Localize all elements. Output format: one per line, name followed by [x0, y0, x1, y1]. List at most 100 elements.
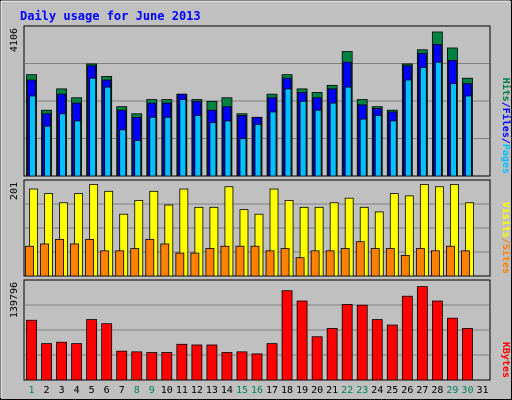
- x-tick-label-day-13: 13: [206, 385, 218, 396]
- kbytes-bar-kbytes-day-1: [26, 319, 37, 381]
- x-tick-label-day-31: 31: [476, 385, 488, 396]
- hits-files-pages-bar-pages-day-4: [74, 120, 82, 177]
- x-tick-label-day-25: 25: [386, 385, 398, 396]
- x-tick-label-day-11: 11: [176, 385, 188, 396]
- x-tick-label-day-21: 21: [326, 385, 338, 396]
- visits-sites-bar-sites-day-1: [25, 245, 34, 277]
- kbytes-bar-kbytes-day-11: [176, 343, 188, 381]
- hits-files-pages-bar-pages-day-23: [359, 118, 367, 177]
- hits-files-pages-bar-pages-day-10: [164, 116, 172, 177]
- visits-sites-bar-sites-day-6: [100, 250, 110, 277]
- visits-sites-bar-sites-day-30: [461, 250, 470, 277]
- visits-sites-bar-sites-day-14: [220, 245, 230, 277]
- x-tick-label-day-18: 18: [281, 385, 293, 396]
- kbytes-legend: KBytes: [500, 342, 511, 378]
- kbytes-bar-kbytes-day-12: [191, 344, 203, 381]
- x-tick-label-day-23: 23: [356, 385, 368, 396]
- hits-files-pages-bar-pages-day-15: [239, 138, 247, 177]
- x-tick-label-day-2: 2: [44, 385, 50, 396]
- x-tick-label-day-9: 9: [149, 385, 155, 396]
- hits-files-pages-bar-pages-day-1: [29, 95, 36, 177]
- x-tick-label-day-27: 27: [416, 385, 428, 396]
- x-tick-label-day-24: 24: [371, 385, 383, 396]
- visits-sites-bar-sites-day-7: [115, 250, 125, 277]
- hits-files-pages-bar-pages-day-21: [329, 102, 337, 177]
- x-tick-label-day-22: 22: [341, 385, 353, 396]
- hits-files-pages-bar-pages-day-18: [284, 88, 292, 177]
- kbytes-bar-kbytes-day-22: [341, 304, 353, 381]
- x-tick-label-day-26: 26: [401, 385, 413, 396]
- legend-entry-pages: Pages: [500, 144, 511, 174]
- hits-files-pages-bar-pages-day-30: [465, 95, 472, 177]
- kbytes-bar-kbytes-day-28: [431, 300, 443, 381]
- chart-panels: 4106Hits/Files/Pages201Visits/Sites13979…: [9, 25, 512, 381]
- kbytes-bar-kbytes-day-14: [221, 352, 233, 381]
- visits-sites-bar-sites-day-21: [325, 250, 335, 277]
- kbytes-bar-kbytes-day-10: [161, 352, 173, 381]
- visits-sites-bar-sites-day-9: [145, 238, 155, 277]
- kbytes-bar-kbytes-day-29: [447, 317, 458, 381]
- visits-sites-bar-sites-day-25: [385, 248, 395, 277]
- legend-separator: /: [500, 102, 511, 108]
- visits-sites-bar-sites-day-28: [430, 250, 440, 277]
- x-tick-label-day-28: 28: [431, 385, 443, 396]
- visits-sites-bar-sites-day-26: [400, 255, 410, 277]
- kbytes-bar-kbytes-day-23: [356, 304, 368, 381]
- hits-files-pages-bar-pages-day-17: [269, 111, 277, 177]
- kbytes-ymax-label: 139796: [9, 282, 20, 318]
- x-tick-label-day-4: 4: [74, 385, 80, 396]
- x-tick-label-day-16: 16: [251, 385, 263, 396]
- visits-sites-bar-sites-day-18: [280, 248, 290, 277]
- legend-separator: /: [500, 238, 511, 244]
- hits-files-pages-bar-pages-day-16: [254, 124, 262, 177]
- visits-sites-bar-sites-day-2: [40, 243, 49, 277]
- visits-sites-bar-sites-day-11: [175, 252, 185, 277]
- hits-files-pages-bar-pages-day-29: [450, 83, 457, 177]
- x-tick-label-day-30: 30: [461, 385, 473, 396]
- x-tick-label-day-17: 17: [266, 385, 278, 396]
- visits-sites-bar-sites-day-23: [355, 241, 365, 277]
- visits-sites-bar-sites-day-4: [70, 243, 80, 277]
- kbytes-bar-kbytes-day-9: [146, 352, 158, 381]
- kbytes-bar-kbytes-day-2: [41, 343, 52, 381]
- kbytes-bar-kbytes-day-21: [326, 328, 338, 381]
- x-tick-label-day-6: 6: [104, 385, 110, 396]
- hits-files-pages-bar-pages-day-25: [389, 120, 397, 177]
- hits-files-pages-bar-pages-day-26: [404, 79, 412, 177]
- visits-sites-bar-sites-day-12: [190, 252, 200, 277]
- x-axis-day-labels: 1 2 3 4 5 6 7 8 9 10 11 12 13 14 15 16 17 18 19 20 21 22 23 24 2…: [29, 385, 489, 396]
- hits-files-pages-bar-pages-day-12: [194, 115, 202, 177]
- kbytes-bar-kbytes-day-27: [416, 286, 428, 381]
- kbytes-bar-kbytes-day-26: [401, 295, 413, 381]
- hits-files-pages-bar-pages-day-6: [104, 86, 112, 177]
- visits-sites-bar-sites-day-10: [160, 243, 170, 277]
- kbytes-bar-kbytes-day-30: [462, 328, 473, 381]
- legend-entry-files: Files: [500, 108, 512, 138]
- visits-sites-bar-sites-day-29: [446, 245, 455, 277]
- kbytes-bar-kbytes-day-19: [296, 300, 308, 381]
- hits-files-pages-ymax-label: 4106: [9, 28, 20, 52]
- legend-entry-kbytes: KBytes: [500, 342, 511, 378]
- x-tick-label-day-5: 5: [89, 385, 95, 396]
- visits-sites-bar-sites-day-27: [415, 248, 425, 277]
- hits-files-pages-bar-pages-day-20: [314, 109, 322, 177]
- visits-sites-legend: Visits/Sites: [500, 202, 512, 274]
- kbytes-bar-kbytes-day-3: [56, 341, 67, 381]
- legend-entry-visits: Visits: [500, 202, 512, 238]
- x-tick-label-day-3: 3: [59, 385, 65, 396]
- hits-files-pages-bar-pages-day-24: [374, 115, 382, 177]
- visits-sites-bar-sites-day-24: [370, 248, 380, 277]
- visits-sites-ymax-label: 201: [9, 182, 20, 200]
- legend-entry-sites: Sites: [500, 244, 512, 274]
- x-tick-label-day-7: 7: [119, 385, 125, 396]
- kbytes-bar-kbytes-day-7: [116, 350, 128, 381]
- legend-entry-hits: Hits: [500, 78, 512, 102]
- kbytes-bar-kbytes-day-13: [206, 344, 218, 381]
- hits-files-pages-bar-pages-day-5: [89, 77, 97, 177]
- kbytes-bar-kbytes-day-24: [371, 319, 383, 381]
- hits-files-pages-bar-pages-day-28: [434, 61, 442, 177]
- x-tick-label-day-10: 10: [161, 385, 173, 396]
- kbytes-bar-kbytes-day-6: [101, 323, 113, 381]
- hits-files-pages-bar-pages-day-13: [209, 122, 217, 177]
